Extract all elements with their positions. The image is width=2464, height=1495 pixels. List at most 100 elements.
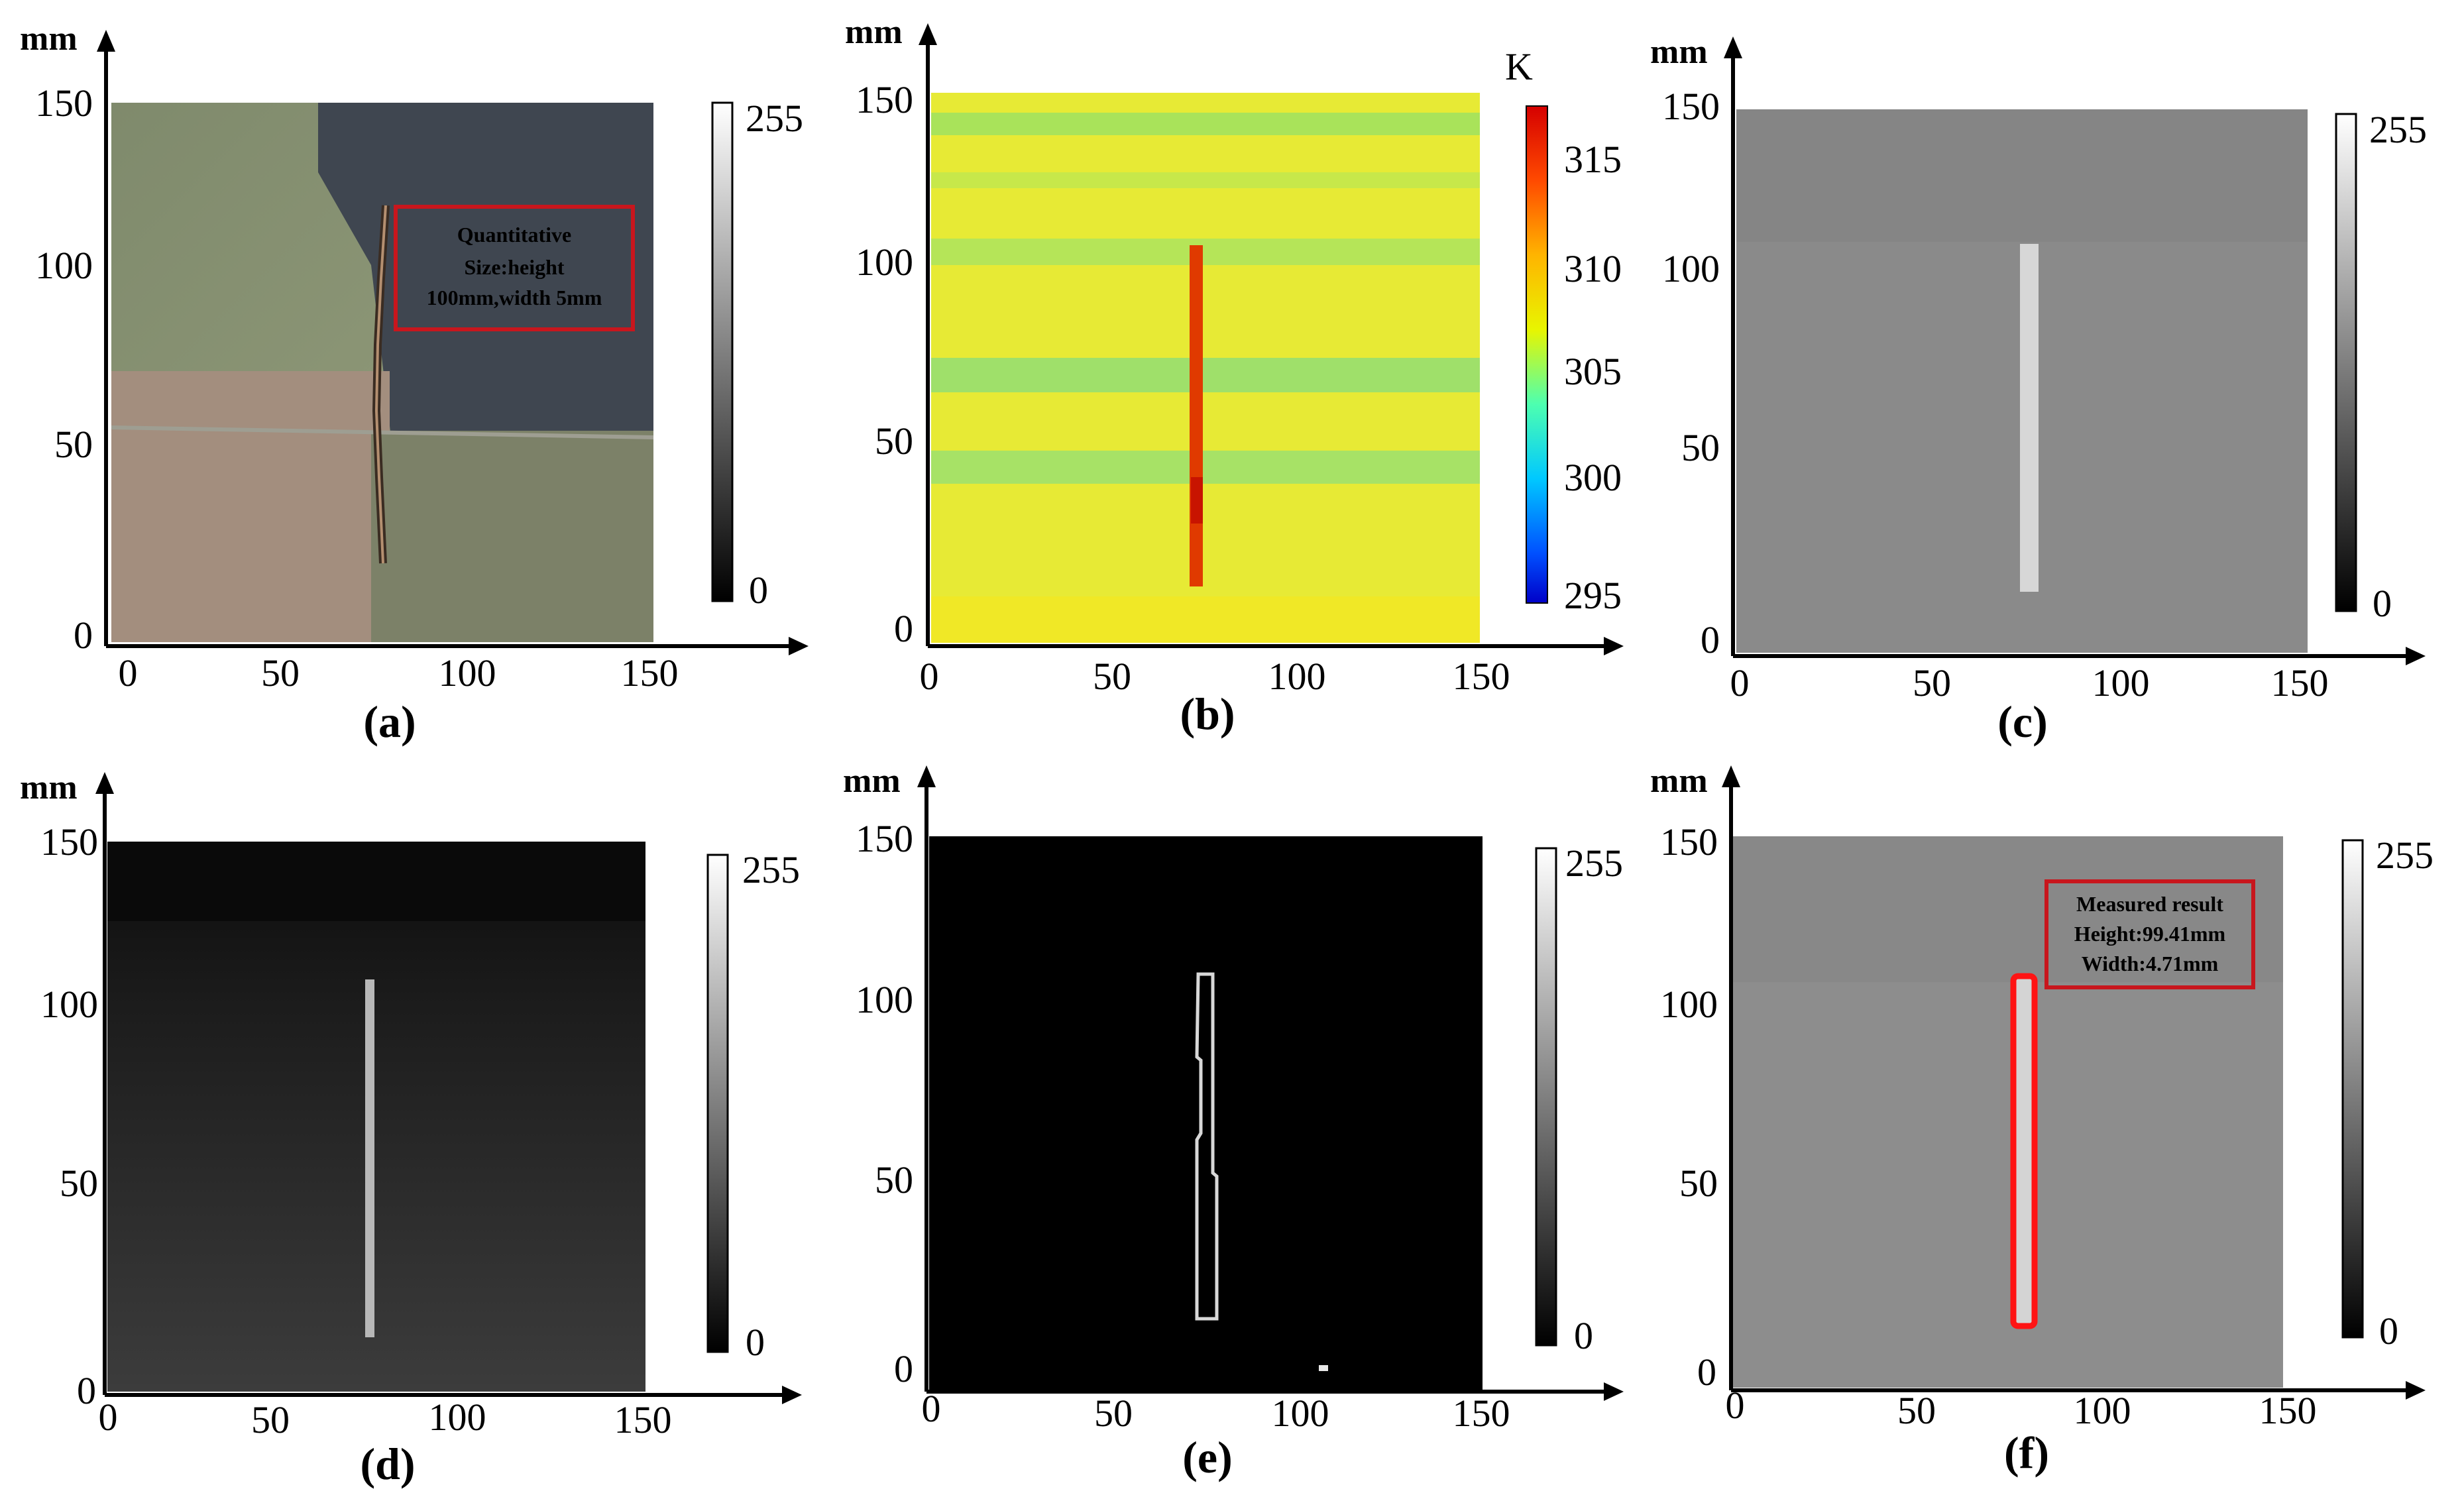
axes-b: mm 0 50 100 150 0 50 100 150 [845,13,1624,698]
annotation-f-line3: Width:4.71mm [2082,952,2219,975]
caption-d: (d) [360,1439,415,1489]
photo-image [111,103,654,642]
annotation-box-f: Measured result Height:99.41mm Width:4.7… [2044,879,2255,989]
thermal-image [931,93,1480,643]
colorbar-f-max: 255 [2376,834,2434,877]
x-tick-b-50: 50 [1093,655,1131,698]
x-tick-b-0: 0 [920,655,939,698]
y-tick-f-0: 0 [1697,1351,1716,1394]
panel-b: mm 0 50 100 150 0 50 100 150 K 315 310 3… [845,13,1624,739]
edge-image-e [929,836,1483,1392]
colorbar-d-min: 0 [746,1321,765,1364]
colorbar-b-tick-300: 300 [1564,456,1622,499]
y-tick-b-150: 150 [856,78,913,121]
y-tick-d-100: 100 [40,983,98,1026]
gray-image-d [107,842,645,1392]
colorbar-e-min: 0 [1574,1314,1593,1357]
colorbar-f-min: 0 [2379,1309,2398,1353]
gray-image-f [1733,836,2283,1388]
y-tick-f-150: 150 [1660,820,1718,863]
gray-image-c [1736,109,2308,653]
panel-c: mm 0 50 100 150 0 50 100 150 255 0 (c) [1650,33,2427,747]
caption-a: (a) [363,696,416,747]
x-tick-c-100: 100 [2092,661,2150,704]
caption-c: (c) [1997,696,2047,747]
colorbar-b: K 315 310 305 300 295 [1505,45,1622,617]
x-tick-e-150: 150 [1453,1392,1510,1435]
y-tick-e-100: 100 [856,978,913,1021]
colorbar-b-unit: K [1505,45,1533,88]
colorbar-e-max: 255 [1565,842,1623,885]
y-tick-a-100: 100 [35,244,93,287]
y-tick-c-150: 150 [1662,85,1720,128]
x-tick-e-0: 0 [922,1387,941,1430]
x-tick-c-0: 0 [1730,661,1750,704]
axis-unit-b: mm [845,13,903,51]
x-tick-d-100: 100 [429,1396,486,1439]
y-tick-b-0: 0 [894,607,913,650]
colorbar-c-min: 0 [2373,582,2392,625]
y-tick-e-50: 50 [875,1158,913,1201]
annotation-a-line2: Size:height [464,255,564,279]
y-tick-a-0: 0 [74,614,93,657]
colorbar-c: 255 0 [2335,108,2427,625]
colorbar-b-tick-310: 310 [1564,247,1622,290]
annotation-a-line1: Quantitative [457,223,571,247]
caption-b: (b) [1180,689,1235,739]
annotation-box-a: Quantitative Size:height 100mm,width 5mm [394,205,635,331]
colorbar-d: 255 0 [706,848,800,1364]
y-tick-c-100: 100 [1662,247,1720,290]
x-tick-f-150: 150 [2259,1389,2317,1432]
colorbar-c-max: 255 [2369,108,2427,151]
panel-f: Measured result Height:99.41mm Width:4.7… [1650,762,2434,1478]
axis-unit-a: mm [20,20,78,58]
x-tick-f-0: 0 [1726,1384,1745,1427]
y-tick-b-50: 50 [875,419,913,463]
colorbar-e: 255 0 [1535,842,1623,1357]
x-tick-a-50: 50 [261,651,300,694]
colorbar-a-max: 255 [746,97,803,140]
x-tick-c-50: 50 [1913,661,1951,704]
x-tick-d-0: 0 [99,1396,118,1439]
axes-a: mm 0 50 100 150 0 50 100 150 [20,20,809,694]
x-tick-f-100: 100 [2074,1389,2131,1432]
caption-e: (e) [1182,1432,1232,1482]
y-tick-d-0: 0 [77,1369,96,1412]
x-tick-a-150: 150 [621,651,679,694]
x-tick-d-150: 150 [614,1398,672,1441]
panel-e: mm 0 50 100 150 0 50 100 150 255 0 (e) [843,762,1624,1482]
axis-unit-c: mm [1650,33,1708,71]
x-tick-a-0: 0 [119,651,138,694]
y-tick-a-50: 50 [54,423,93,466]
axes-c: mm 0 50 100 150 0 50 100 150 [1650,33,2426,704]
y-tick-f-100: 100 [1660,983,1718,1026]
axes-e: mm 0 50 100 150 0 50 100 150 [843,762,1624,1435]
y-tick-e-0: 0 [894,1347,913,1390]
x-tick-c-150: 150 [2271,661,2329,704]
caption-f: (f) [2004,1427,2049,1478]
axes-f: mm 0 50 100 150 0 50 100 150 [1650,762,2426,1432]
axes-d: mm 0 50 100 150 0 50 100 150 [20,769,802,1441]
colorbar-b-tick-305: 305 [1564,350,1622,393]
y-tick-d-50: 50 [60,1162,98,1205]
annotation-a-line3: 100mm,width 5mm [427,286,602,309]
colorbar-d-max: 255 [742,848,800,891]
annotation-f-line1: Measured result [2076,892,2223,916]
annotation-f-line2: Height:99.41mm [2074,922,2226,946]
y-tick-a-150: 150 [35,82,93,125]
y-tick-c-0: 0 [1701,618,1720,661]
axis-unit-f: mm [1650,762,1708,800]
panel-d: mm 0 50 100 150 0 50 100 150 255 0 (d) [20,769,802,1489]
x-tick-b-150: 150 [1453,655,1510,698]
colorbar-b-tick-295: 295 [1564,574,1622,617]
axis-unit-d: mm [20,769,78,806]
axis-unit-e: mm [843,762,901,800]
y-tick-d-150: 150 [40,820,98,863]
x-tick-e-100: 100 [1272,1392,1329,1435]
x-tick-b-100: 100 [1268,655,1326,698]
x-tick-f-50: 50 [1897,1389,1936,1432]
y-tick-b-100: 100 [856,241,913,284]
x-tick-a-100: 100 [439,651,496,694]
panel-a: Quantitative Size:height 100mm,width 5mm… [20,20,809,747]
